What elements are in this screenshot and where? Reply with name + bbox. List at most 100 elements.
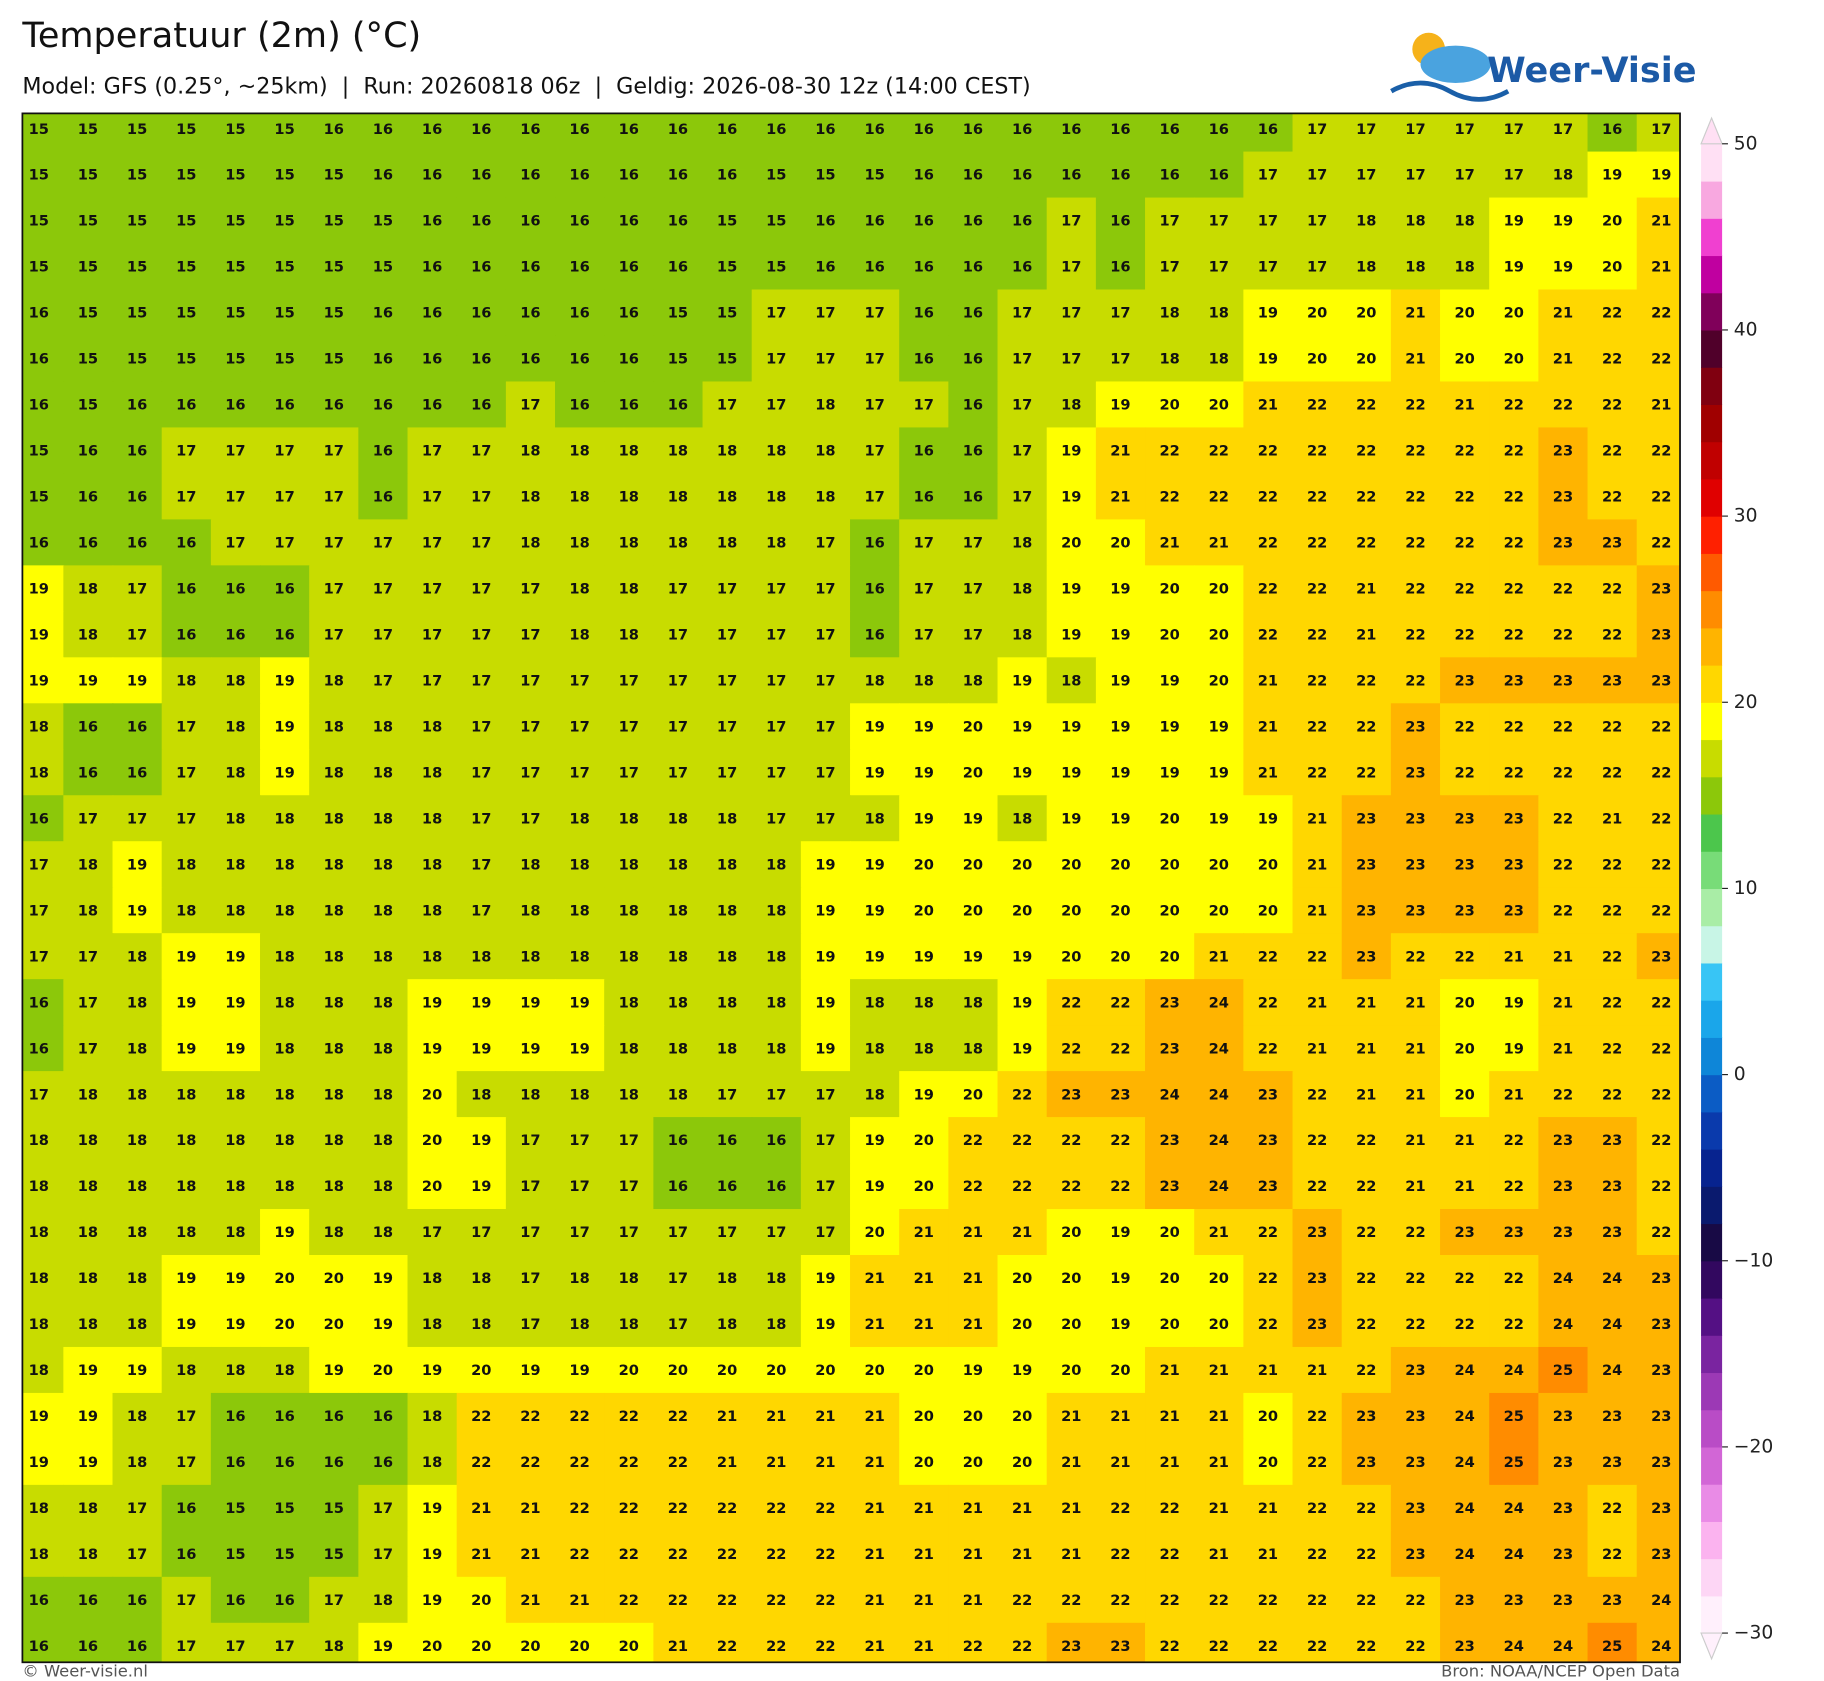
temp-cell [358,1346,409,1394]
temp-label: 22 [1012,1592,1032,1609]
temp-label: 18 [520,1086,540,1103]
temp-cell [800,1392,851,1440]
temp-cell [1341,1530,1392,1578]
temp-label: 19 [815,1270,835,1287]
temp-cell [1390,1438,1441,1486]
temp-label: 22 [1553,1086,1573,1103]
temp-label: 20 [471,1638,491,1655]
temp-label: 15 [864,167,884,184]
temp-cell [1587,1622,1638,1663]
temp-cell [604,473,655,521]
temp-label: 21 [1258,764,1278,781]
temp-cell [22,1484,65,1532]
temp-cell [505,1530,556,1578]
temp-label: 22 [1651,1086,1671,1103]
temp-cell [161,657,212,704]
temp-cell [456,197,507,245]
temp-cell [702,1025,753,1072]
temp-cell [456,1576,507,1624]
temp-label: 21 [864,1546,884,1563]
temp-label: 23 [1061,1086,1081,1103]
temp-cell [456,335,507,383]
temp-label: 17 [78,994,98,1011]
colorbar-band [1701,255,1723,294]
temp-cell [260,289,310,337]
temp-cell [850,703,900,750]
temp-label: 17 [1504,121,1524,138]
temp-label: 22 [1553,626,1573,643]
temp-label: 16 [29,535,49,552]
temp-cell [555,1300,605,1348]
temp-cell [407,197,458,245]
temp-cell [850,1392,900,1440]
temp-label: 17 [29,902,49,919]
temp-cell [1194,1071,1245,1118]
temp-label: 18 [815,489,835,506]
temp-label: 20 [422,1132,442,1149]
temp-cell [899,1300,950,1348]
temp-cell [161,243,212,291]
temp-cell [1341,795,1392,842]
temp-cell [505,335,556,383]
temp-label: 17 [1504,167,1524,184]
temp-cell [260,565,310,613]
temp-label: 19 [1258,351,1278,368]
temp-label: 23 [1307,1224,1327,1241]
temp-cell [948,151,999,199]
temp-cell [1538,151,1589,199]
temp-label: 20 [1110,856,1130,873]
temp-cell [997,933,1048,980]
temp-cell [1587,381,1638,429]
temp-label: 19 [1012,1362,1032,1379]
temp-label: 22 [619,1592,639,1609]
temp-cell [604,565,655,613]
temp-cell [948,1576,999,1624]
temp-label: 19 [274,1224,294,1241]
temp-cell [210,933,261,980]
temp-label: 21 [864,1592,884,1609]
temp-cell [1046,427,1097,475]
temp-label: 22 [1454,443,1474,460]
temp-label: 17 [422,581,442,598]
temp-label: 18 [619,902,639,919]
temp-cell [407,841,458,888]
temp-cell [997,243,1048,291]
temp-cell [260,1484,310,1532]
temp-cell [702,1300,753,1348]
temp-label: 23 [1504,1592,1524,1609]
temp-label: 15 [78,351,98,368]
temp-cell [1292,289,1343,337]
temp-label: 19 [864,1178,884,1195]
temp-label: 21 [766,1408,786,1425]
temp-cell [1587,1346,1638,1394]
temp-label: 18 [78,1546,98,1563]
temp-cell [260,749,310,796]
temp-cell [1538,289,1589,337]
temp-cell [555,979,605,1026]
temp-label: 20 [1061,1316,1081,1333]
temp-cell [1538,1484,1589,1532]
temp-cell [407,1484,458,1532]
temp-cell [1292,1346,1343,1394]
temp-cell [1341,979,1392,1026]
logo-icon [1390,32,1510,102]
temp-cell [948,1484,999,1532]
temp-cell [63,657,114,704]
temp-cell [1636,289,1681,337]
temp-cell [1046,289,1097,337]
temp-cell [1046,1530,1097,1578]
temp-label: 21 [1061,1500,1081,1517]
temp-label: 23 [1405,902,1425,919]
temp-cell [210,749,261,796]
temp-cell [112,611,163,659]
temp-label: 20 [1209,902,1229,919]
temp-cell [112,795,163,842]
temp-label: 19 [1258,810,1278,827]
colorbar-cap [1700,116,1723,145]
temp-cell [899,335,950,383]
temp-label: 18 [324,1086,344,1103]
temp-label: 18 [225,1132,245,1149]
temp-cell [1046,243,1097,291]
temp-label: 19 [1012,948,1032,965]
